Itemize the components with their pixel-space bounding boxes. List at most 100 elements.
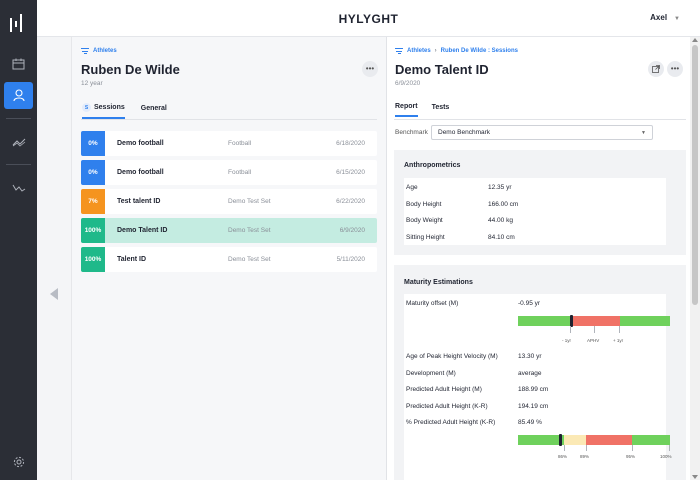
scrollbar[interactable] (690, 37, 700, 480)
user-name: Axel (650, 13, 668, 22)
breadcrumb-athletes[interactable]: Athletes (93, 48, 117, 54)
session-set: Demo Test Set (228, 227, 271, 234)
session-name: Demo Talent ID (117, 227, 168, 234)
tick (586, 445, 587, 451)
progress-badge: 100% (81, 218, 105, 243)
session-date: 6/9/2020 (395, 80, 421, 87)
kv-key: Development (M) (406, 370, 456, 377)
scale-label: 95% (626, 454, 636, 459)
tab-report[interactable]: Report (395, 103, 418, 117)
table-row[interactable]: 0% Demo football Football 6/15/2020 (81, 160, 377, 185)
kv-key: Sitting Height (406, 234, 445, 241)
table-row-selected[interactable]: 100% Demo Talent ID Demo Test Set 6/9/20… (81, 218, 377, 243)
scroll-up-icon[interactable] (692, 38, 698, 42)
kv-value: average (518, 370, 542, 377)
session-name: Demo football (117, 169, 164, 176)
logo-icon[interactable] (10, 14, 26, 32)
session-set: Football (228, 169, 252, 176)
user-icon[interactable] (4, 82, 33, 109)
session-name: Talent ID (117, 256, 147, 263)
kv-value: 194.19 cm (518, 403, 549, 410)
athlete-name: Ruben De Wilde (81, 62, 180, 77)
kv-key: % Predicted Adult Height (K-R) (406, 419, 496, 426)
maturity-section: Maturity Estimations Maturity offset (M)… (394, 265, 686, 480)
scale-label: 89% (580, 454, 590, 459)
scale-label: + 1yr (613, 338, 624, 343)
tab-report-label: Report (395, 103, 418, 110)
kv-key: Body Height (406, 201, 442, 208)
calendar-icon[interactable] (4, 50, 33, 77)
scrollbar-thumb[interactable] (692, 45, 698, 305)
anthropometrics-card: Age 12.35 yr Body Height 166.00 cm Body We… (404, 178, 666, 245)
tick (570, 326, 571, 333)
brand-title: HYLYGHT (338, 12, 399, 26)
session-set: Demo Test Set (228, 256, 271, 263)
kv-value: 188.99 cm (518, 386, 549, 393)
scale-label: 100% (660, 454, 672, 459)
kv-key: Age of Peak Height Velocity (M) (406, 353, 498, 360)
session-tabs: Report Tests (395, 103, 449, 117)
tab-tests-label: Tests (431, 104, 450, 111)
session-breadcrumb: Athletes › Ruben De Wilde : Sessions (395, 48, 518, 54)
athlete-tabs: S Sessions General (82, 103, 167, 119)
user-menu[interactable]: Axel ▼ (650, 13, 680, 22)
scale-label: - 1yr (562, 338, 571, 343)
breadcrumb[interactable]: Athletes (81, 48, 117, 54)
back-strip[interactable] (37, 37, 72, 480)
progress-badge: 7% (81, 189, 105, 214)
tab-general[interactable]: General (141, 103, 167, 119)
top-header: HYLYGHT Axel ▼ (37, 0, 700, 37)
kv-key: Age (406, 184, 418, 191)
anthropometrics-title: Anthropometrics (404, 162, 461, 169)
trend-icon[interactable] (4, 128, 33, 155)
kv-key: Maturity offset (M) (406, 300, 459, 307)
kv-key: Predicted Adult Height (M) (406, 386, 482, 393)
bar-segment-yellow (563, 435, 587, 445)
breadcrumb-sessions[interactable]: Ruben De Wilde : Sessions (440, 48, 518, 54)
progress-badge: 0% (81, 131, 105, 156)
filter-icon (81, 48, 89, 54)
maturity-title: Maturity Estimations (404, 279, 473, 286)
chart-down-icon[interactable] (4, 174, 33, 201)
kv-value: 12.35 yr (488, 184, 512, 191)
tab-sessions[interactable]: S Sessions (82, 103, 125, 119)
session-title: Demo Talent ID (395, 62, 489, 77)
session-date: 5/11/2020 (336, 256, 365, 263)
bar-segment-green (518, 435, 564, 445)
back-arrow-icon[interactable] (50, 288, 58, 300)
maturity-offset-bar (518, 316, 670, 326)
tab-general-label: General (140, 105, 167, 112)
export-icon (652, 65, 660, 73)
tick (669, 445, 670, 451)
side-nav (0, 0, 37, 480)
tick (564, 445, 565, 451)
scale-label: 86% (558, 454, 568, 459)
more-options-button[interactable]: ••• (362, 61, 378, 77)
chevron-down-icon: ▼ (674, 16, 680, 22)
bar-segment-green (518, 316, 572, 326)
table-row[interactable]: 0% Demo football Football 6/18/2020 (81, 131, 377, 156)
chevron-down-icon: ▼ (641, 130, 646, 136)
table-row[interactable]: 7% Test talent ID Demo Test Set 6/22/202… (81, 189, 377, 214)
benchmark-label: Benchmark (395, 129, 428, 136)
tab-tests[interactable]: Tests (432, 103, 450, 117)
tick (619, 326, 620, 333)
more-options-button[interactable]: ••• (667, 61, 683, 77)
settings-icon[interactable] (4, 448, 33, 475)
export-button[interactable] (648, 61, 664, 77)
scroll-down-icon[interactable] (692, 475, 698, 479)
session-date: 6/18/2020 (336, 140, 365, 147)
session-set: Football (228, 140, 252, 147)
session-date: 6/15/2020 (336, 169, 365, 176)
breadcrumb-athletes[interactable]: Athletes (407, 48, 431, 54)
chevron-right-icon: › (434, 48, 437, 54)
bar-segment-green (619, 316, 670, 326)
session-name: Demo football (117, 140, 164, 147)
filter-icon (395, 48, 403, 54)
progress-badge: 0% (81, 160, 105, 185)
table-row[interactable]: 100% Talent ID Demo Test Set 5/11/2020 (81, 247, 377, 272)
benchmark-value: Demo Benchmark (438, 129, 491, 136)
scale-label: APHV (587, 338, 600, 343)
pah-marker (559, 434, 563, 446)
benchmark-select[interactable]: Demo Benchmark ▼ (431, 125, 653, 140)
